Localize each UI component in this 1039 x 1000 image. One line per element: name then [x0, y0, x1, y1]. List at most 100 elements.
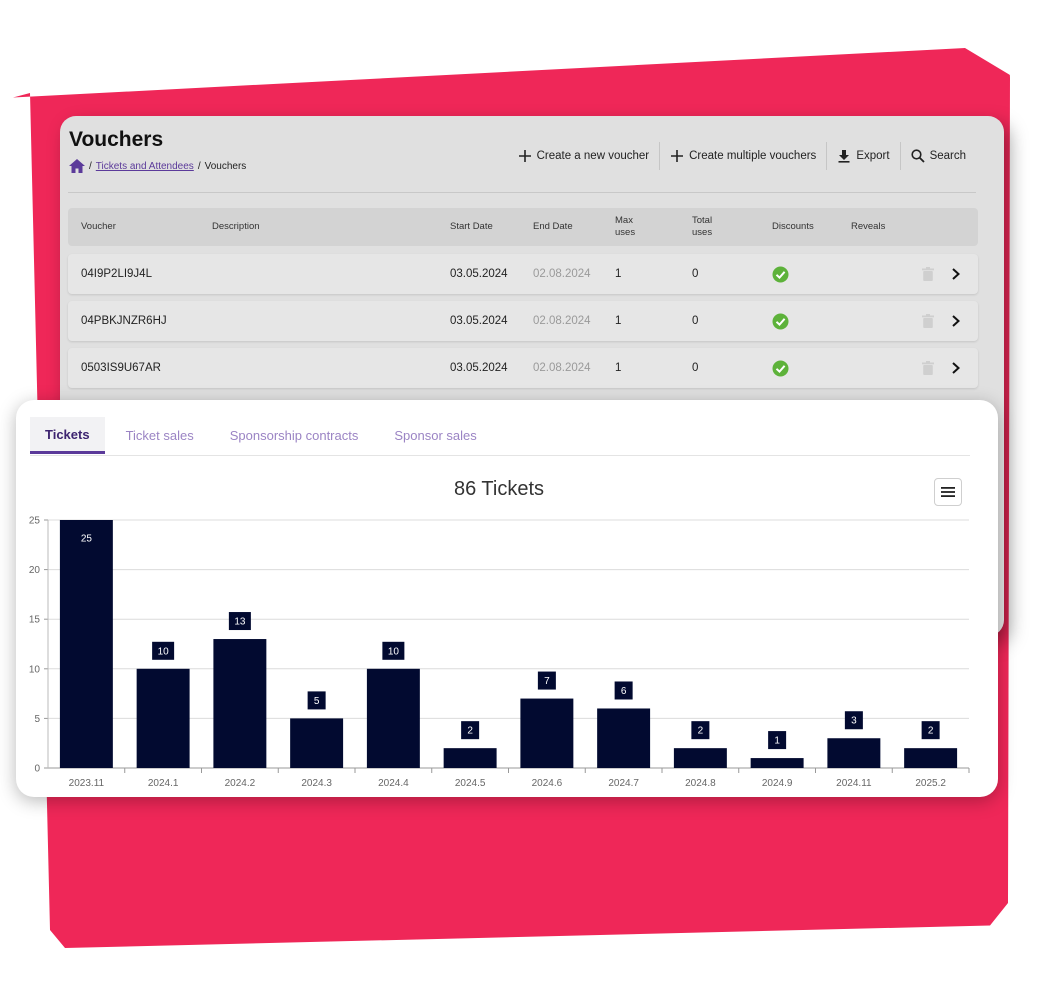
- data-label-box: [768, 731, 787, 750]
- breadcrumb-separator: /: [89, 160, 92, 172]
- x-tick-label: 2025.2: [915, 778, 946, 789]
- divider: [68, 192, 976, 193]
- delete-button[interactable]: [922, 301, 934, 341]
- open-row-button[interactable]: [951, 254, 961, 294]
- column-start-date[interactable]: Start Date: [450, 221, 493, 232]
- data-label: 10: [388, 646, 400, 657]
- hamburger-menu-icon: [941, 487, 955, 497]
- discount-indicator: [772, 348, 789, 388]
- end-date: 02.08.2024: [533, 268, 591, 280]
- data-label: 6: [621, 686, 627, 697]
- y-tick-label: 5: [34, 714, 40, 725]
- data-label-box: [152, 641, 175, 660]
- x-tick-label: 2024.6: [532, 778, 563, 789]
- data-label: 10: [158, 646, 170, 657]
- data-label-box: [228, 612, 251, 631]
- toolbar: Create a new voucher Create multiple vou…: [508, 142, 976, 170]
- tab-tickets[interactable]: Tickets: [30, 417, 105, 454]
- voucher-code: 04I9P2LI9J4L: [81, 268, 152, 280]
- chart-menu-button[interactable]: [934, 478, 962, 506]
- voucher-code: 0503IS9U67AR: [81, 362, 161, 374]
- data-label: 25: [81, 534, 93, 545]
- x-tick-label: 2024.4: [378, 778, 409, 789]
- column-reveals[interactable]: Reveals: [851, 221, 886, 232]
- trash-icon: [922, 267, 934, 281]
- max-uses: 1: [615, 268, 622, 280]
- total-uses: 0: [692, 362, 699, 374]
- tab-sponsor-sales[interactable]: Sponsor sales: [394, 428, 477, 443]
- column-total-uses-line2: uses: [692, 227, 713, 238]
- column-max-uses[interactable]: Max uses: [615, 208, 635, 246]
- column-voucher[interactable]: Voucher: [81, 221, 116, 232]
- data-label-box: [844, 711, 863, 730]
- open-row-button[interactable]: [951, 301, 961, 341]
- data-label: 2: [928, 726, 934, 737]
- y-tick-label: 15: [29, 615, 41, 626]
- x-tick-label: 2024.3: [301, 778, 332, 789]
- total-uses: 0: [692, 268, 699, 280]
- table-header: Voucher Description Start Date End Date …: [68, 208, 978, 246]
- x-tick-label: 2024.9: [762, 778, 793, 789]
- data-label-box: [307, 691, 326, 710]
- data-label-box: [382, 641, 405, 660]
- bar: [827, 738, 881, 768]
- data-label-box: [461, 721, 480, 740]
- x-tick-label: 2024.1: [148, 778, 179, 789]
- column-total-uses-line1: Total: [692, 215, 713, 226]
- x-tick-label: 2024.8: [685, 778, 716, 789]
- breadcrumb-current: Vouchers: [204, 160, 247, 172]
- bar: [59, 520, 113, 768]
- x-tick-label: 2024.7: [608, 778, 639, 789]
- end-date: 02.08.2024: [533, 362, 591, 374]
- table-row[interactable]: 0503IS9U67AR 03.05.2024 02.08.2024 1 0: [68, 348, 978, 388]
- tab-ticket-sales[interactable]: Ticket sales: [125, 428, 194, 443]
- breadcrumb-separator: /: [197, 160, 201, 172]
- bar: [520, 698, 574, 768]
- delete-button[interactable]: [922, 348, 934, 388]
- start-date: 03.05.2024: [450, 362, 508, 374]
- column-total-uses[interactable]: Total uses: [692, 208, 712, 246]
- home-icon[interactable]: [69, 159, 85, 173]
- search-icon: [910, 149, 925, 163]
- create-voucher-button[interactable]: Create a new voucher: [508, 142, 660, 170]
- tab-sponsorship-contracts[interactable]: Sponsorship contracts: [229, 428, 359, 443]
- data-label-box: [614, 681, 633, 700]
- column-discounts[interactable]: Discounts: [772, 221, 814, 232]
- data-label-box: [921, 721, 940, 740]
- y-tick-label: 0: [34, 764, 40, 775]
- create-multiple-vouchers-button[interactable]: Create multiple vouchers: [659, 142, 826, 170]
- data-label: 2: [467, 726, 473, 737]
- create-voucher-label: Create a new voucher: [536, 150, 650, 162]
- plus-icon: [671, 150, 684, 162]
- start-date: 03.05.2024: [450, 268, 508, 280]
- x-tick-label: 2024.11: [836, 778, 872, 789]
- chart-panel: Tickets Ticket sales Sponsorship contrac…: [16, 400, 998, 797]
- end-date: 02.08.2024: [533, 315, 591, 327]
- check-badge-icon: [772, 360, 789, 376]
- search-label: Search: [929, 150, 966, 162]
- open-row-button[interactable]: [951, 348, 961, 388]
- data-label: 2: [698, 726, 704, 737]
- breadcrumb-link-tickets[interactable]: Tickets and Attendees: [95, 160, 194, 172]
- bar: [750, 758, 804, 768]
- chevron-right-icon: [952, 268, 960, 280]
- trash-icon: [922, 361, 934, 375]
- create-multiple-label: Create multiple vouchers: [689, 150, 817, 162]
- table-row[interactable]: 04I9P2LI9J4L 03.05.2024 02.08.2024 1 0: [68, 254, 978, 294]
- tab-bar: Tickets Ticket sales Sponsorship contrac…: [30, 417, 970, 456]
- column-max-uses-line2: uses: [615, 227, 636, 238]
- column-description[interactable]: Description: [212, 221, 260, 232]
- data-label-box: [537, 671, 556, 690]
- data-label: 13: [234, 617, 246, 628]
- y-tick-label: 10: [29, 664, 41, 675]
- search-button[interactable]: Search: [899, 142, 976, 170]
- data-label: 7: [544, 676, 550, 687]
- max-uses: 1: [615, 362, 622, 374]
- table-row[interactable]: 04PBKJNZR6HJ 03.05.2024 02.08.2024 1 0: [68, 301, 978, 341]
- delete-button[interactable]: [922, 254, 934, 294]
- export-button[interactable]: Export: [826, 142, 899, 170]
- start-date: 03.05.2024: [450, 315, 508, 327]
- data-label: 3: [851, 716, 857, 727]
- bar: [597, 708, 651, 768]
- column-end-date[interactable]: End Date: [533, 221, 573, 232]
